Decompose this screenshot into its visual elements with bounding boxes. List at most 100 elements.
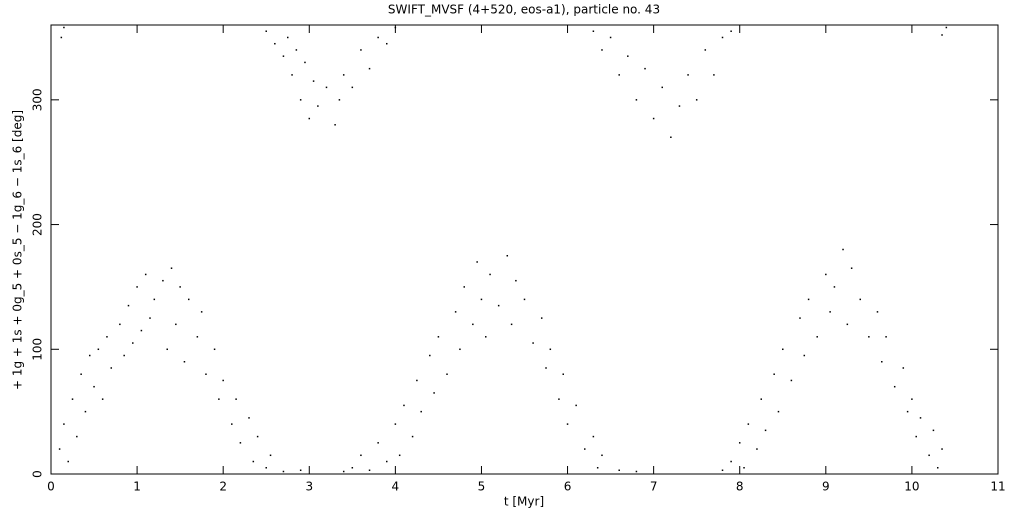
point	[829, 311, 831, 313]
point	[540, 317, 543, 319]
point	[575, 404, 577, 407]
point	[713, 74, 715, 76]
point	[596, 467, 599, 469]
point	[816, 336, 818, 338]
point	[97, 348, 100, 351]
point	[846, 323, 849, 326]
point	[523, 298, 526, 301]
point	[881, 361, 883, 363]
point	[429, 354, 431, 357]
x-tick-label: 0	[47, 480, 55, 494]
point	[58, 448, 61, 450]
point	[386, 42, 388, 45]
point	[790, 379, 793, 382]
point	[239, 442, 242, 444]
point	[833, 286, 836, 288]
point	[936, 467, 939, 469]
point	[282, 470, 285, 473]
point	[773, 373, 775, 375]
point	[760, 398, 762, 400]
point	[644, 67, 646, 70]
point	[545, 367, 547, 369]
point	[88, 354, 91, 357]
point	[549, 348, 552, 351]
point	[459, 348, 461, 351]
point	[119, 323, 121, 326]
point	[252, 460, 255, 463]
point	[433, 392, 435, 394]
point	[584, 448, 586, 450]
point	[398, 454, 401, 457]
point	[325, 86, 328, 89]
x-axis-label: t [Myr]	[504, 495, 544, 509]
point	[687, 74, 689, 76]
point	[360, 454, 362, 457]
point	[63, 423, 65, 425]
point	[368, 469, 371, 472]
point	[162, 279, 164, 282]
point	[510, 323, 513, 326]
x-tick-label: 10	[904, 480, 919, 494]
point	[183, 361, 186, 363]
point	[777, 410, 780, 413]
point	[312, 80, 315, 82]
point	[256, 435, 259, 438]
point	[386, 460, 388, 463]
point	[743, 467, 745, 469]
y-tick-label: 200	[31, 213, 45, 236]
point	[756, 448, 758, 450]
point	[218, 398, 220, 400]
point	[807, 298, 810, 301]
x-tick-label: 5	[478, 480, 486, 494]
point	[721, 469, 724, 472]
point	[222, 379, 224, 382]
point	[906, 410, 909, 413]
point	[377, 36, 379, 39]
point	[166, 348, 168, 351]
point	[140, 329, 143, 332]
point	[416, 379, 418, 382]
point	[941, 448, 943, 450]
x-tick-label: 2	[219, 480, 227, 494]
point	[661, 86, 663, 89]
point	[721, 36, 724, 39]
point	[893, 385, 896, 388]
point	[868, 336, 870, 338]
y-tick-label: 300	[31, 88, 45, 111]
point	[928, 454, 930, 457]
point	[842, 248, 844, 251]
point	[299, 99, 302, 101]
point	[63, 26, 65, 29]
point	[566, 423, 569, 425]
point	[338, 99, 341, 101]
point	[601, 454, 603, 457]
point	[127, 304, 130, 307]
x-tick-label: 6	[564, 480, 572, 494]
point	[562, 373, 564, 375]
point	[932, 429, 935, 432]
point	[515, 279, 517, 282]
point	[489, 273, 491, 276]
point	[394, 423, 397, 425]
point	[299, 469, 302, 472]
point	[269, 454, 272, 457]
point	[213, 348, 216, 351]
point	[153, 298, 156, 301]
point	[265, 467, 267, 469]
point	[60, 36, 63, 39]
x-tick-label: 4	[392, 480, 400, 494]
x-tick-label: 3	[305, 480, 313, 494]
point	[304, 61, 306, 64]
point	[635, 99, 638, 101]
point	[859, 298, 862, 301]
point	[170, 267, 173, 269]
plot-frame	[50, 24, 999, 475]
point	[446, 373, 448, 375]
point	[175, 323, 177, 326]
point	[463, 286, 465, 288]
point	[136, 286, 138, 288]
y-axis-label: + 1g + 1s + 0g_5 + 0s_5 − 1g_6 − 1s_6 [d…	[11, 110, 25, 390]
point	[764, 429, 767, 432]
point	[403, 404, 405, 407]
point	[558, 398, 560, 400]
